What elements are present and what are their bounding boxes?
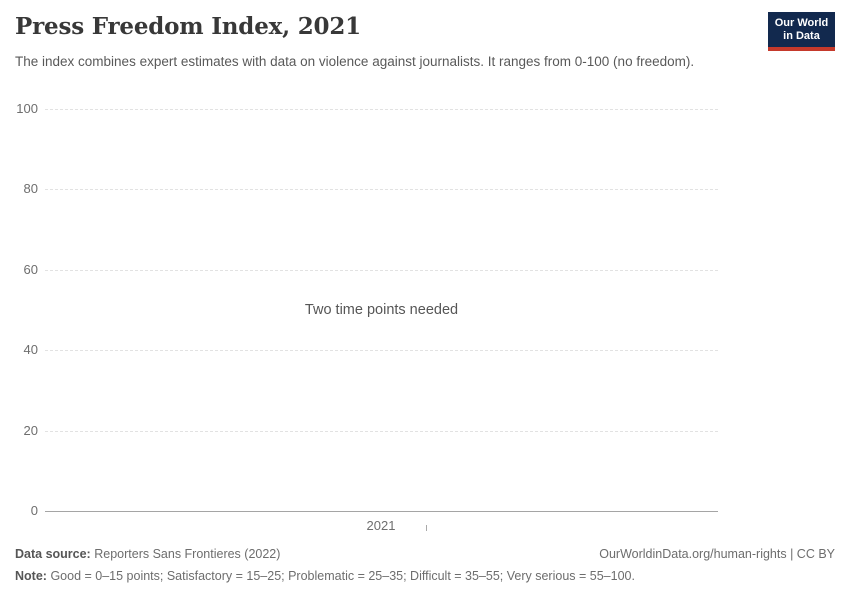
y-axis-tick-label-60: 60 [23,261,38,277]
y-axis-tick-label-80: 80 [23,181,38,197]
footer-note-row: Note: Good = 0–15 points; Satisfactory =… [15,569,835,584]
chart-subtitle: The index combines expert estimates with… [15,54,695,69]
y-gridline-20 [45,430,718,432]
y-axis-tick-label-40: 40 [23,342,38,358]
chart-title: Press Freedom Index, 2021 [15,13,361,40]
footer-license-link[interactable]: OurWorldinData.org/human-rights | CC BY [599,547,835,561]
x-axis-tick-label: 2021 [366,518,396,533]
footer: Data source: Reporters Sans Frontieres (… [15,547,835,584]
owid-logo-text-line1: Our World [774,17,829,29]
data-source-value: Reporters Sans Frontieres (2022) [94,547,281,561]
x-axis-tick-mark [426,525,427,531]
x-axis-line [45,511,718,512]
y-gridline-80 [45,189,718,191]
y-axis-tick-label-100: 100 [16,101,38,116]
footer-source-row: Data source: Reporters Sans Frontieres (… [15,547,835,562]
empty-chart-message: Two time points needed [304,302,459,318]
y-axis-tick-label-20: 20 [23,422,38,438]
owid-logo[interactable]: Our World in Data [768,12,835,51]
y-axis-tick-label-0: 0 [30,503,38,518]
y-gridline-100 [45,109,718,110]
plot-area: Two time points needed [45,109,718,531]
data-source-text: Data source: Reporters Sans Frontieres (… [15,547,280,562]
owid-logo-text-line2: in Data [783,30,820,42]
data-source-label: Data source: [15,547,91,561]
chart-area: Two time points needed 2021 0 20 40 60 80 100 [0,95,850,545]
y-gridline-60 [45,269,718,271]
footer-note-label: Note: [15,569,47,583]
y-gridline-40 [45,350,718,352]
footer-note-value: Good = 0–15 points; Satisfactory = 15–25… [50,569,635,583]
